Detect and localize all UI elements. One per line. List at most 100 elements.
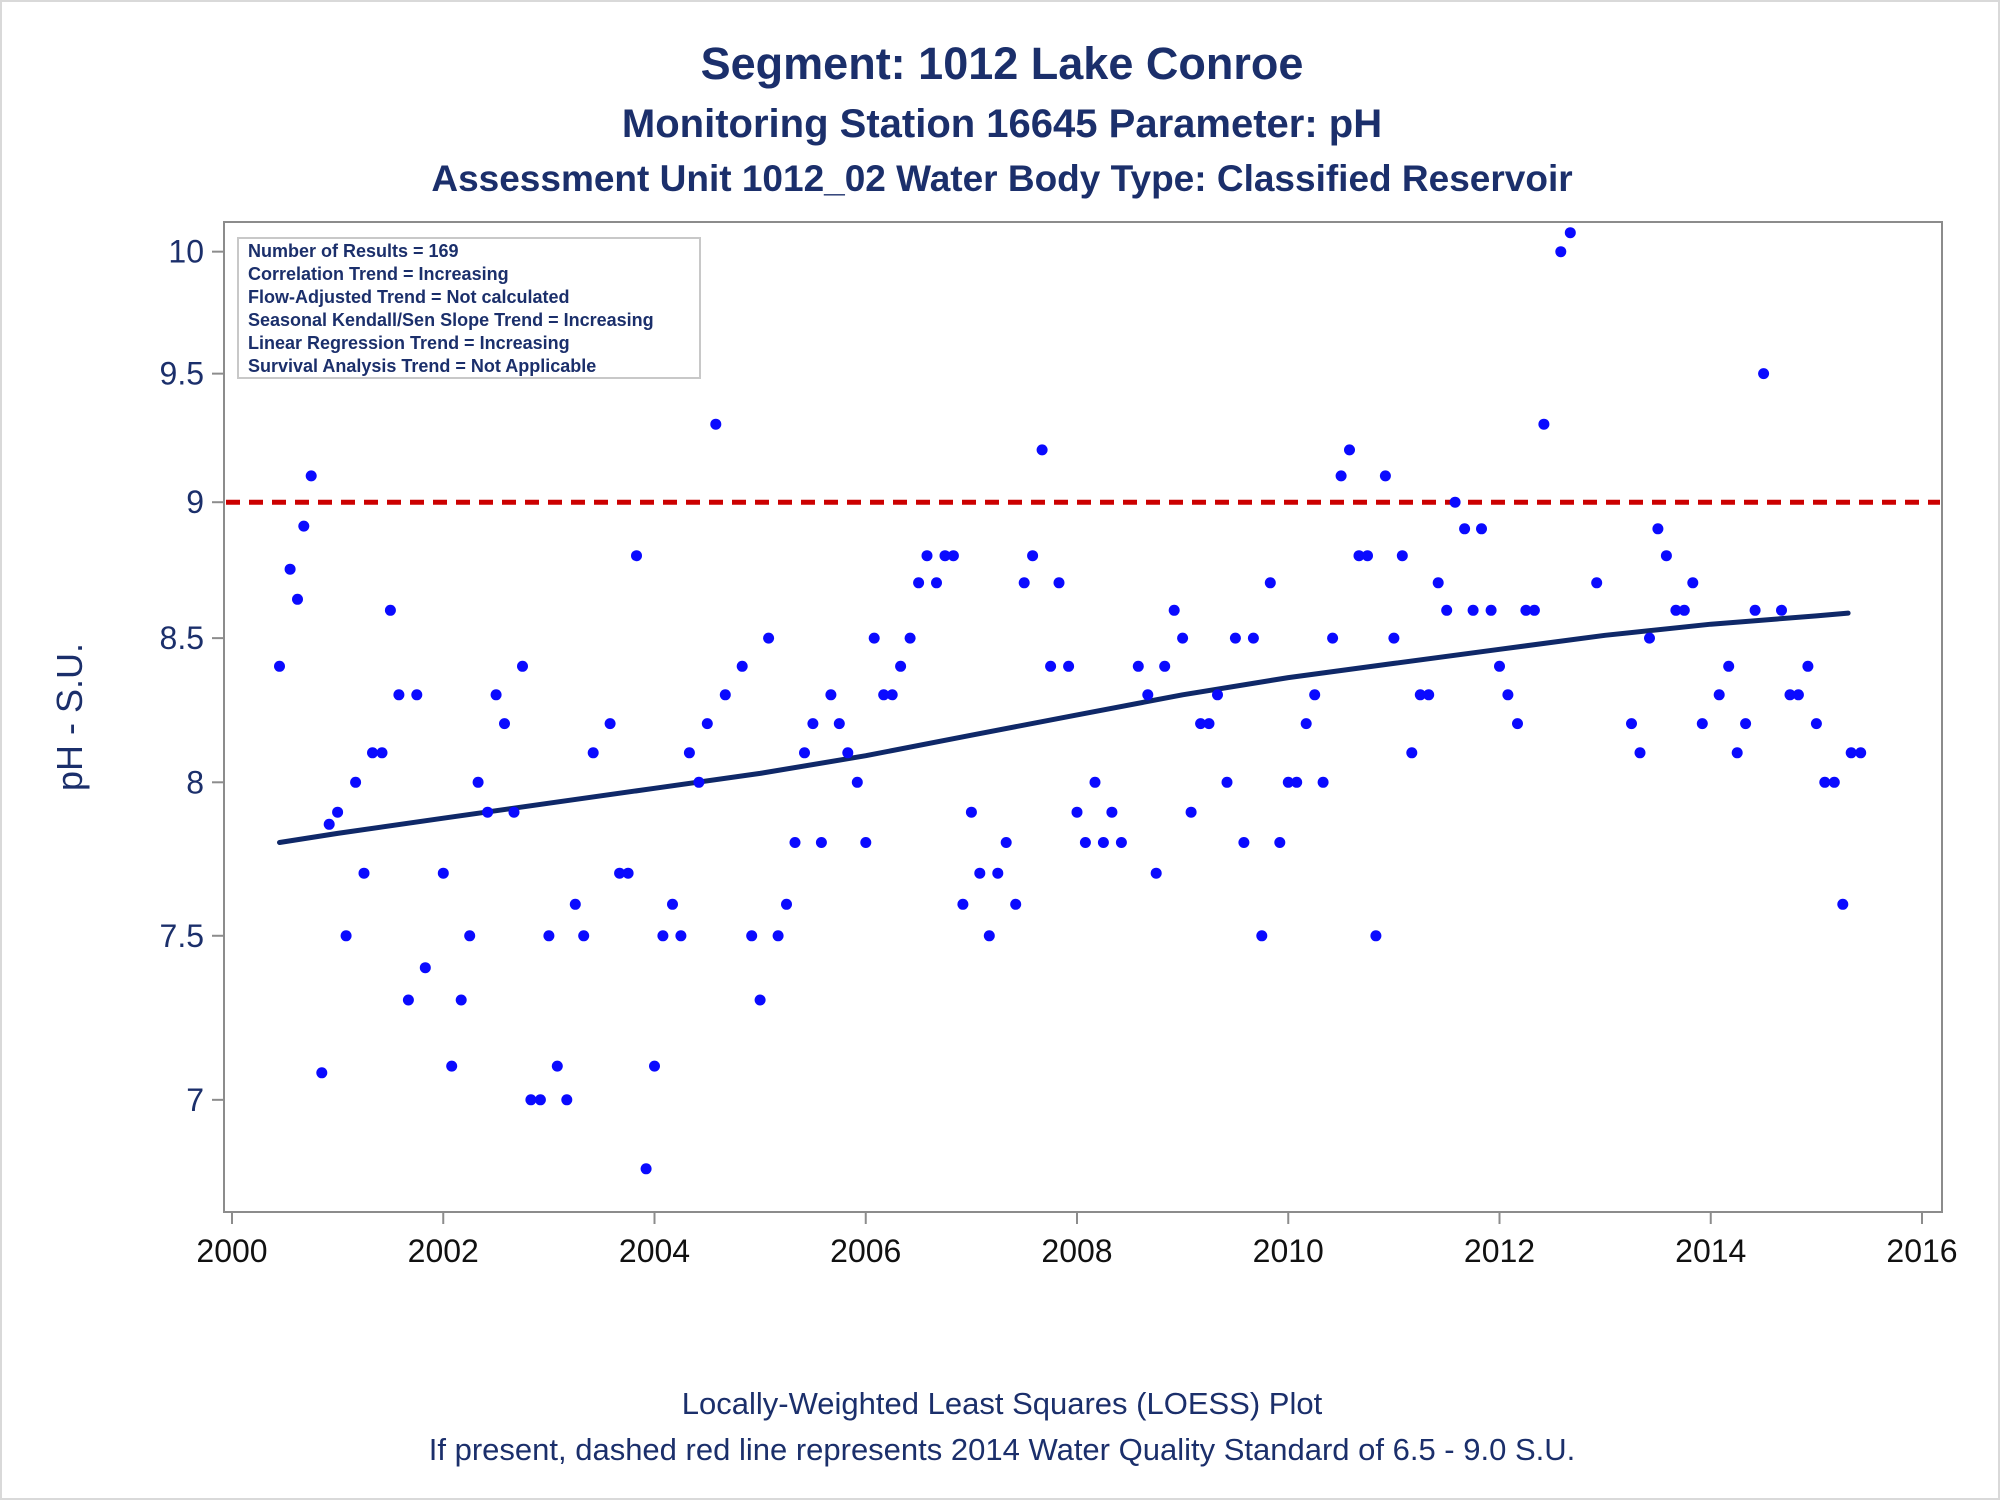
data-point <box>965 806 977 818</box>
x-tick-label-2016: 2016 <box>1886 1233 1957 1269</box>
data-point <box>614 867 626 879</box>
x-tick-label-2012: 2012 <box>1464 1233 1535 1269</box>
data-point <box>358 867 370 879</box>
data-point <box>316 1067 328 1079</box>
data-point <box>1053 577 1065 589</box>
data-point <box>1177 632 1189 644</box>
data-point <box>1247 632 1259 644</box>
data-point <box>1485 604 1497 616</box>
data-point <box>1512 718 1523 730</box>
data-point <box>1660 550 1672 562</box>
data-point <box>350 776 362 788</box>
data-point <box>719 689 731 701</box>
data-point <box>1414 689 1426 701</box>
data-point <box>499 718 510 730</box>
data-point <box>799 747 810 759</box>
data-point <box>1018 577 1030 589</box>
data-point <box>411 689 423 701</box>
y-tick-label-7: 7 <box>186 1082 204 1118</box>
data-point <box>649 1060 660 1072</box>
data-point <box>1335 470 1347 482</box>
data-point <box>842 747 854 759</box>
data-point <box>402 994 414 1006</box>
data-point <box>455 994 467 1006</box>
data-point <box>1089 776 1101 788</box>
data-point <box>1731 747 1743 759</box>
data-point <box>569 898 581 910</box>
data-point <box>1045 660 1057 672</box>
data-point <box>1195 718 1207 730</box>
data-point <box>1353 550 1365 562</box>
data-point <box>1538 418 1550 430</box>
data-point <box>1802 660 1814 672</box>
data-point <box>657 930 669 942</box>
data-point <box>305 470 317 482</box>
data-point <box>631 550 642 562</box>
data-point <box>815 837 827 848</box>
stats-line: Survival Analysis Trend = Not Applicable <box>248 356 596 376</box>
data-point <box>1749 604 1761 616</box>
data-point <box>1097 837 1109 848</box>
data-point <box>419 962 431 974</box>
data-point <box>640 1163 652 1175</box>
y-tick-label-8: 8 <box>186 764 204 800</box>
data-point <box>772 930 784 942</box>
data-point <box>1467 604 1479 616</box>
data-point <box>517 660 528 672</box>
stats-line: Flow-Adjusted Trend = Not calculated <box>248 287 570 307</box>
data-point <box>781 898 792 910</box>
y-tick-label-10: 10 <box>168 234 204 270</box>
data-point <box>464 930 476 942</box>
data-point <box>1776 604 1787 616</box>
data-point <box>667 898 678 910</box>
data-point <box>1449 496 1461 508</box>
data-point <box>1520 604 1532 616</box>
data-point <box>1555 246 1567 258</box>
data-point <box>1212 689 1223 701</box>
x-tick-label-2004: 2004 <box>619 1233 690 1269</box>
x-tick-label-2002: 2002 <box>408 1233 479 1269</box>
data-point <box>323 818 335 830</box>
data-point <box>939 550 951 562</box>
data-point <box>604 718 616 730</box>
chart-subtitle-2: Assessment Unit 1012_02 Water Body Type:… <box>431 158 1573 199</box>
data-point <box>1282 776 1294 788</box>
data-point <box>1644 632 1655 644</box>
footnote-standard: If present, dashed red line represents 2… <box>428 1432 1576 1467</box>
data-point <box>1142 689 1154 701</box>
data-point <box>1494 660 1505 672</box>
data-point <box>1396 550 1408 562</box>
data-point <box>807 718 819 730</box>
data-point <box>1379 470 1391 482</box>
data-point <box>974 867 986 879</box>
data-point <box>1687 577 1699 589</box>
data-point <box>1388 632 1400 644</box>
data-point <box>384 604 396 616</box>
data-point <box>1063 660 1075 672</box>
stats-box <box>237 237 701 379</box>
data-point <box>1459 523 1471 535</box>
data-point <box>983 930 995 942</box>
data-point <box>931 577 942 589</box>
data-point <box>1626 718 1637 730</box>
data-point <box>1713 689 1725 701</box>
data-point <box>701 718 713 730</box>
data-point <box>1238 837 1250 848</box>
data-point <box>1000 837 1012 848</box>
data-point <box>376 747 388 759</box>
data-point <box>551 1060 563 1072</box>
data-point <box>825 689 837 701</box>
stats-line: Correlation Trend = Increasing <box>248 264 509 284</box>
x-tick-label-2000: 2000 <box>196 1233 267 1269</box>
data-point <box>534 1094 546 1106</box>
stats-line: Seasonal Kendall/Sen Slope Trend = Incre… <box>248 310 654 330</box>
data-point <box>1344 444 1355 456</box>
data-point <box>1079 837 1091 848</box>
data-point <box>1203 718 1215 730</box>
data-point <box>1845 747 1857 759</box>
data-point <box>284 563 296 575</box>
chart-title: Segment: 1012 Lake Conroe <box>700 38 1304 89</box>
data-point <box>878 689 890 701</box>
data-point <box>298 520 310 532</box>
